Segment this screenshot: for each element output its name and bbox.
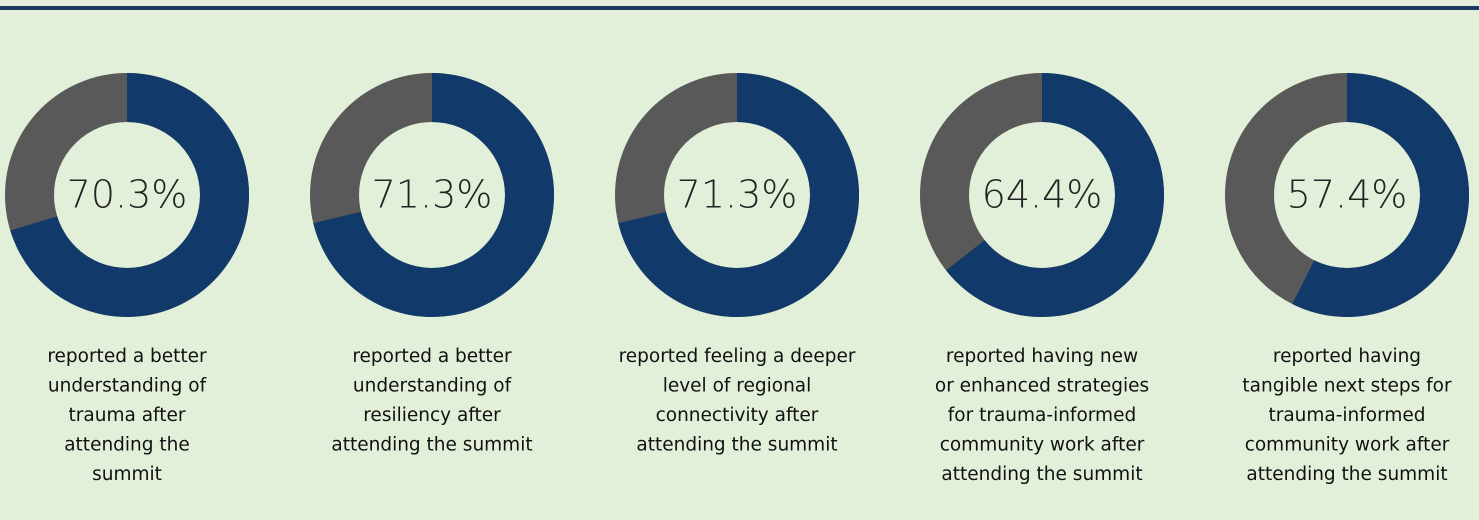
percent-label: 70.3% [67, 173, 188, 217]
caption-line: understanding of [353, 376, 512, 397]
caption-line: resiliency after [363, 405, 501, 426]
caption-line: reported a better [47, 346, 207, 367]
caption-line: level of regional [663, 376, 812, 397]
caption-line: or enhanced strategies [935, 376, 1149, 397]
top-rule [0, 6, 1479, 10]
caption-line: attending the summit [1246, 464, 1447, 485]
caption-line: attending the summit [941, 464, 1142, 485]
caption-line: summit [92, 464, 162, 485]
caption-line: community work after [940, 435, 1145, 456]
caption-line: reported a better [352, 346, 512, 367]
donut-segment [946, 73, 1164, 317]
caption-line: understanding of [48, 376, 207, 397]
donut-segment [10, 73, 250, 317]
caption-line: attending the summit [331, 435, 532, 456]
percent-label: 71.3% [372, 173, 493, 217]
percent-label: 64.4% [982, 173, 1103, 217]
caption-line: for trauma-informed [948, 405, 1136, 426]
caption-line: community work after [1245, 435, 1450, 456]
donut-segment [1292, 73, 1469, 317]
caption-line: trauma-informed [1268, 405, 1425, 426]
caption-line: tangible next steps for [1242, 376, 1452, 397]
caption-line: trauma after [69, 405, 186, 426]
donut-segment [313, 73, 554, 317]
percent-label: 57.4% [1287, 173, 1408, 217]
caption-line: reported having [1273, 346, 1421, 367]
percent-label: 71.3% [677, 173, 798, 217]
caption-line: attending the [64, 435, 190, 456]
caption-line: reported having new [946, 346, 1138, 367]
caption-line: connectivity after [656, 405, 819, 426]
caption-line: reported feeling a deeper [619, 346, 856, 367]
donut-segment [618, 73, 859, 317]
caption-line: attending the summit [636, 435, 837, 456]
